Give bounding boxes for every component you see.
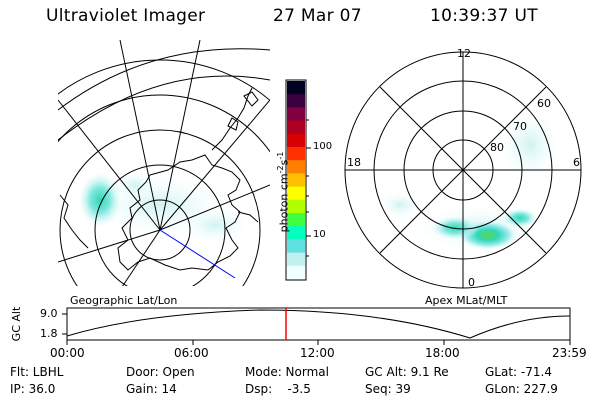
mlt-label-18: 18: [347, 156, 361, 169]
orbit-xtick-4: 23:59: [552, 346, 587, 360]
altitude-curve: [66, 309, 571, 339]
polar-map: [344, 51, 582, 289]
colorbar-tick-10: 10: [313, 229, 326, 240]
colorbar-tick-100: 100: [313, 141, 333, 152]
colorbar-unit-label: photon cm-2s-1: [276, 151, 291, 233]
lon-lines: [58, 40, 270, 286]
glon-value: GLon: 227.9: [485, 382, 558, 396]
aurora-blob-left: [78, 172, 122, 228]
filter-value: Flt: LBHL: [10, 365, 64, 379]
colorbar-band: [287, 120, 305, 135]
left-panel-label: Geographic Lat/Lon: [70, 294, 178, 307]
colorbar: [285, 79, 311, 281]
aurora-patch-right: [180, 207, 250, 243]
instrument-title: Ultraviolet Imager: [46, 6, 206, 26]
ip-value: IP: 36.0: [10, 382, 56, 396]
mode-value: Mode: Normal: [245, 365, 329, 379]
colorbar-band: [287, 133, 305, 148]
orbit-xtick-3: 18:00: [425, 346, 460, 360]
mlat-label-60: 60: [537, 97, 551, 110]
geographic-map: [58, 40, 270, 286]
mlat-label-70: 70: [513, 120, 527, 133]
aurora-dawn-haze: [500, 110, 560, 180]
aurora-patch-left: [113, 171, 157, 199]
orbit-track: [159, 229, 236, 279]
orbit-ytick-bottom: 1.8: [40, 327, 58, 340]
orbit-ytick-top: 9.0: [40, 307, 58, 320]
mlt-label-12: 12: [457, 47, 471, 60]
mlt-label-0: 0: [468, 276, 475, 289]
colorbar-band: [287, 173, 305, 188]
colorbar-band: [287, 94, 305, 108]
mlt-label-6: 6: [573, 156, 580, 169]
meridian-diag-2: [379, 86, 547, 254]
lat-circles: [58, 59, 270, 286]
colorbar-band: [287, 252, 305, 267]
glat-value: GLat: -71.4: [485, 365, 552, 379]
colorbar-band: [287, 160, 305, 174]
colorbar-band: [287, 186, 305, 201]
mlat-label-80: 80: [490, 141, 504, 154]
coastline: [59, 87, 259, 271]
gc-alt-value: GC Alt: 9.1 Re: [365, 365, 449, 379]
gain-value: Gain: 14: [126, 382, 177, 396]
right-panel-label: Apex MLat/MLT: [425, 294, 508, 307]
colorbar-band: [287, 81, 305, 95]
horizon-arcs: [58, 48, 270, 141]
orbit-ylabel: GC Alt: [10, 306, 23, 342]
orbit-plot: [62, 307, 571, 345]
dsp-value: Dsp: -3.5: [245, 382, 311, 396]
door-value: Door: Open: [126, 365, 195, 379]
orbit-xtick-0: 00:00: [50, 346, 85, 360]
colorbar-band: [287, 213, 305, 227]
colorbar-band: [287, 226, 305, 240]
orbit-xtick-1: 06:00: [174, 346, 209, 360]
colorbar-band: [287, 107, 305, 122]
aurora-oval-west: [431, 216, 479, 240]
colorbar-band: [287, 265, 305, 280]
time-label: 10:39:37 UT: [430, 6, 538, 26]
aurora-oval-east: [502, 208, 538, 228]
seq-value: Seq: 39: [365, 382, 411, 396]
date-label: 27 Mar 07: [273, 6, 362, 26]
colorbar-band: [287, 199, 305, 214]
colorbar-band: [287, 147, 305, 161]
colorbar-band: [287, 239, 305, 254]
orbit-xtick-2: 12:00: [300, 346, 335, 360]
